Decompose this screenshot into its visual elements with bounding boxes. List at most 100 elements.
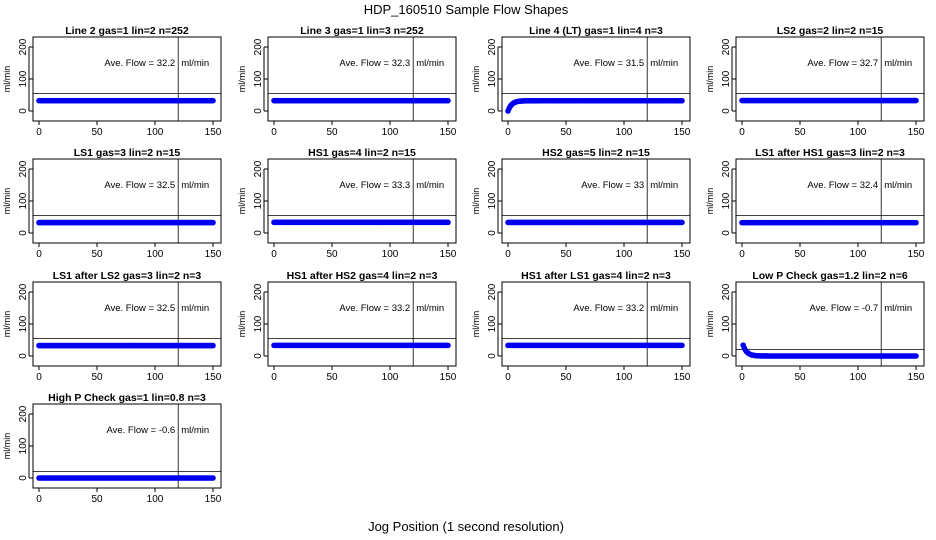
x-tick-label: 150 [205, 372, 222, 383]
data-series [36, 475, 216, 481]
y-tick-label: 200 [253, 283, 264, 300]
y-tick-label: 200 [18, 283, 29, 300]
y-tick-label: 200 [487, 283, 498, 300]
average-flow-value: Ave. Flow = 33.2 [573, 303, 644, 314]
x-tick-label: 0 [271, 372, 277, 383]
data-point [445, 219, 451, 226]
data-point [445, 342, 451, 349]
plot-frame [267, 36, 457, 122]
panel-2: Line 3 gas=1 lin=3 n=252 ml/min 0 100 200 0 50… [237, 25, 457, 138]
y-tick-label: 100 [253, 70, 264, 87]
panel-title: LS1 after LS2 gas=3 lin=2 n=3 [53, 270, 202, 282]
y-tick-label: 0 [253, 230, 264, 236]
figure-x-axis-label: Jog Position (1 second resolution) [368, 519, 564, 534]
average-flow-value: Ave. Flow = 32.7 [807, 58, 878, 69]
data-series [739, 219, 919, 226]
panel-8: LS1 after HS1 gas=3 lin=2 n=3 ml/min 0 100 2… [705, 147, 925, 260]
average-flow-value: Ave. Flow = 32.4 [807, 180, 878, 191]
x-tick-label: 150 [674, 249, 691, 260]
x-tick-label: 0 [739, 127, 745, 138]
x-tick-label: 0 [36, 249, 42, 260]
x-tick-label: 100 [616, 372, 633, 383]
y-tick-label: 200 [487, 38, 498, 55]
x-tick-label: 50 [326, 127, 338, 138]
data-series [36, 342, 216, 349]
panel-title: HS2 gas=5 lin=2 n=15 [542, 147, 650, 159]
y-tick-label: 100 [721, 315, 732, 332]
x-tick-label: 50 [91, 127, 103, 138]
y-axis-label: ml/min [705, 311, 715, 338]
x-tick-label: 100 [147, 372, 164, 383]
average-flow-unit: ml/min [416, 303, 444, 314]
y-tick-label: 200 [253, 38, 264, 55]
data-series [739, 97, 919, 104]
average-flow-unit: ml/min [181, 425, 209, 436]
y-axis-label: ml/min [471, 66, 481, 93]
plot-frame [32, 281, 222, 367]
average-flow-value: Ave. Flow = 31.5 [573, 58, 644, 69]
x-tick-label: 100 [147, 249, 164, 260]
average-flow-value: Ave. Flow = 33.3 [339, 180, 410, 191]
data-point [913, 97, 919, 104]
average-flow-unit: ml/min [416, 58, 444, 69]
x-tick-label: 100 [147, 494, 164, 505]
x-tick-label: 150 [440, 249, 457, 260]
y-axis-label: ml/min [237, 188, 247, 215]
data-series [271, 97, 451, 104]
panel-title: Low P Check gas=1.2 lin=2 n=6 [752, 270, 907, 282]
y-tick-label: 0 [721, 353, 732, 359]
panel-title: Line 2 gas=1 lin=2 n=252 [65, 25, 189, 37]
y-axis-label: ml/min [705, 188, 715, 215]
average-flow-unit: ml/min [181, 180, 209, 191]
x-tick-label: 150 [674, 127, 691, 138]
x-tick-label: 50 [560, 249, 572, 260]
y-tick-label: 0 [253, 108, 264, 114]
y-tick-label: 200 [721, 38, 732, 55]
data-point [210, 97, 216, 104]
y-tick-label: 200 [721, 160, 732, 177]
x-tick-label: 0 [739, 372, 745, 383]
x-tick-label: 100 [850, 249, 867, 260]
panel-12: Low P Check gas=1.2 lin=2 n=6 ml/min 0 100 2… [705, 270, 925, 383]
data-series [36, 97, 216, 104]
data-point [679, 342, 685, 349]
panel-1: Line 2 gas=1 lin=2 n=252 ml/min 0 100 200 0 50… [2, 25, 222, 138]
average-flow-unit: ml/min [884, 58, 912, 69]
y-tick-label: 100 [253, 192, 264, 209]
panel-title: HS1 after HS2 gas=4 lin=2 n=3 [287, 270, 438, 282]
x-tick-label: 100 [850, 372, 867, 383]
x-tick-label: 150 [908, 372, 925, 383]
y-tick-label: 200 [253, 160, 264, 177]
average-flow-value: Ave. Flow = -0.6 [106, 425, 175, 436]
y-axis-label: ml/min [705, 66, 715, 93]
y-tick-label: 200 [18, 38, 29, 55]
y-axis-label: ml/min [2, 433, 12, 460]
y-tick-label: 200 [487, 160, 498, 177]
y-tick-label: 100 [721, 70, 732, 87]
x-tick-label: 50 [794, 127, 806, 138]
data-point [445, 97, 451, 104]
x-tick-label: 0 [36, 494, 42, 505]
plot-frame [501, 158, 691, 244]
data-point [210, 475, 216, 481]
plot-frame [501, 281, 691, 367]
y-tick-label: 0 [18, 230, 29, 236]
plot-frame [735, 36, 925, 122]
x-tick-label: 100 [382, 127, 399, 138]
average-flow-unit: ml/min [416, 180, 444, 191]
plot-frame [501, 36, 691, 122]
x-tick-label: 100 [616, 127, 633, 138]
panel-7: HS2 gas=5 lin=2 n=15 ml/min 0 100 200 0 50 100 1… [471, 147, 691, 260]
x-tick-label: 100 [382, 372, 399, 383]
average-flow-value: Ave. Flow = 32.5 [104, 180, 175, 191]
y-tick-label: 0 [18, 475, 29, 481]
panel-3: Line 4 (LT) gas=1 lin=4 n=3 ml/min 0 100 200… [471, 25, 691, 138]
x-tick-label: 150 [440, 372, 457, 383]
data-series [271, 219, 451, 226]
y-tick-label: 0 [18, 108, 29, 114]
average-flow-unit: ml/min [884, 303, 912, 314]
panel-9: LS1 after LS2 gas=3 lin=2 n=3 ml/min 0 100 2… [2, 270, 222, 383]
x-tick-label: 0 [271, 127, 277, 138]
x-tick-label: 150 [205, 249, 222, 260]
panel-4: LS2 gas=2 lin=2 n=15 ml/min 0 100 200 0 50 100 1… [705, 25, 925, 138]
